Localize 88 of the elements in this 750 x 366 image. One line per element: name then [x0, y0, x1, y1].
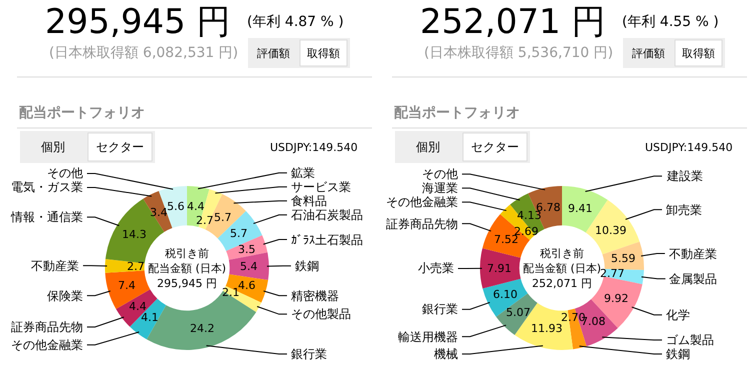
text: 252,071 円	[532, 277, 592, 290]
data-label: 2.7	[127, 260, 144, 273]
donut-slice	[228, 252, 269, 280]
slice-label: 証券商品先物	[386, 217, 458, 231]
text: 個別	[41, 140, 65, 154]
donut-slice	[482, 278, 528, 317]
text: (年利 4.55 % )	[622, 14, 719, 30]
data-label: 5.6	[167, 200, 184, 213]
data-label: 3.5	[238, 243, 256, 256]
data-label: 4.4	[187, 200, 204, 213]
slice-label: 証券商品先物	[11, 320, 83, 334]
slice-label: その他	[47, 166, 83, 180]
data-label: 2.77	[600, 267, 624, 280]
text: (年利 4.87 % )	[247, 14, 344, 30]
slice-label: 銀行業	[422, 302, 458, 316]
data-label: 2.7	[196, 214, 214, 227]
slice-label: その他製品	[291, 307, 351, 321]
data-label: 24.2	[190, 322, 214, 335]
data-label: 6.10	[493, 288, 518, 301]
slice-label: 鉱業	[291, 166, 315, 180]
slice-label: サービス業	[291, 180, 351, 194]
donut-slice	[116, 289, 158, 327]
text: USDJPY:149.540	[270, 141, 358, 154]
donut-slice	[130, 298, 166, 340]
slice-label: ｶﾞﾗｽ土石製品	[291, 233, 363, 247]
data-label: 7.91	[487, 262, 512, 275]
slice-label: 海運業	[422, 181, 458, 195]
data-label: 2.1	[222, 286, 240, 299]
data-label: 9.92	[604, 292, 628, 305]
text: (日本株取得額 6,082,531 円)	[49, 45, 238, 61]
slice-label: 建設業	[666, 169, 703, 183]
slice-label: 卸売業	[666, 203, 702, 217]
text: 評価額	[257, 47, 290, 60]
slice-label: その他金融業	[386, 195, 458, 209]
data-label: 10.39	[595, 224, 626, 237]
data-label: 4.13	[517, 209, 542, 222]
text: セクター	[96, 140, 144, 154]
data-label: 5.4	[240, 260, 258, 273]
slice-label: 化学	[666, 308, 690, 322]
text: USDJPY:149.540	[645, 141, 733, 154]
text: セクター	[471, 140, 519, 154]
slice-label: 小売業	[418, 261, 454, 275]
text: 税引き前	[165, 247, 209, 260]
slice-label: 輸送用機器	[398, 330, 458, 344]
text: 295,945 円	[157, 277, 217, 290]
text: 配当金額 (日本)	[148, 262, 226, 275]
data-label: 11.93	[531, 322, 562, 335]
slice-label: 石油石炭製品	[291, 208, 363, 222]
slice-label: 鉄鋼	[295, 259, 319, 273]
donut-slice	[480, 248, 521, 289]
slice-label: 銀行業	[291, 347, 327, 361]
data-label: 7.4	[118, 279, 136, 292]
text: 個別	[416, 140, 440, 154]
slice-label: 保険業	[47, 289, 83, 303]
slice-label: 精密機器	[291, 289, 339, 303]
data-label: 5.07	[506, 306, 530, 319]
donut-slice	[105, 270, 150, 309]
data-label: 4.1	[141, 311, 158, 324]
slice-label: その他金融業	[11, 338, 83, 352]
slice-label: 情報・通信業	[10, 210, 83, 224]
chart-title: 配当ポートフォリオ	[394, 105, 520, 121]
text: 評価額	[632, 47, 665, 60]
data-label: 5.7	[214, 211, 232, 224]
data-label: 5.59	[611, 252, 636, 265]
text: 取得額	[307, 47, 340, 60]
slice-label: その他	[422, 167, 458, 181]
slice-label: 電気・ガス業	[11, 180, 83, 194]
text: 252,071 円	[420, 2, 606, 42]
data-label: 4.6	[238, 279, 256, 292]
data-label: 9.41	[568, 202, 592, 215]
slice-label: 不動産業	[31, 259, 79, 273]
slice-label: ゴム製品	[666, 333, 714, 347]
text: (日本株取得額 5,536,710 円)	[424, 45, 614, 61]
chart-title: 配当ポートフォリオ	[19, 105, 145, 121]
text: 取得額	[682, 47, 715, 60]
data-label: 5.7	[230, 227, 248, 240]
data-label: 3.4	[150, 206, 168, 219]
slice-label: 不動産業	[669, 247, 717, 261]
data-label: 14.3	[122, 228, 146, 241]
slice-label: 食料品	[291, 194, 327, 208]
slice-label: 金属製品	[669, 272, 717, 286]
donut-slice	[105, 259, 145, 273]
text: 配当金額 (日本)	[523, 262, 602, 275]
text: 税引き前	[540, 247, 584, 260]
data-label: 4.4	[129, 300, 146, 313]
slice-label: 鉄鋼	[666, 347, 690, 361]
slice-label: 機械	[434, 347, 458, 361]
text: 295,945 円	[45, 2, 230, 42]
